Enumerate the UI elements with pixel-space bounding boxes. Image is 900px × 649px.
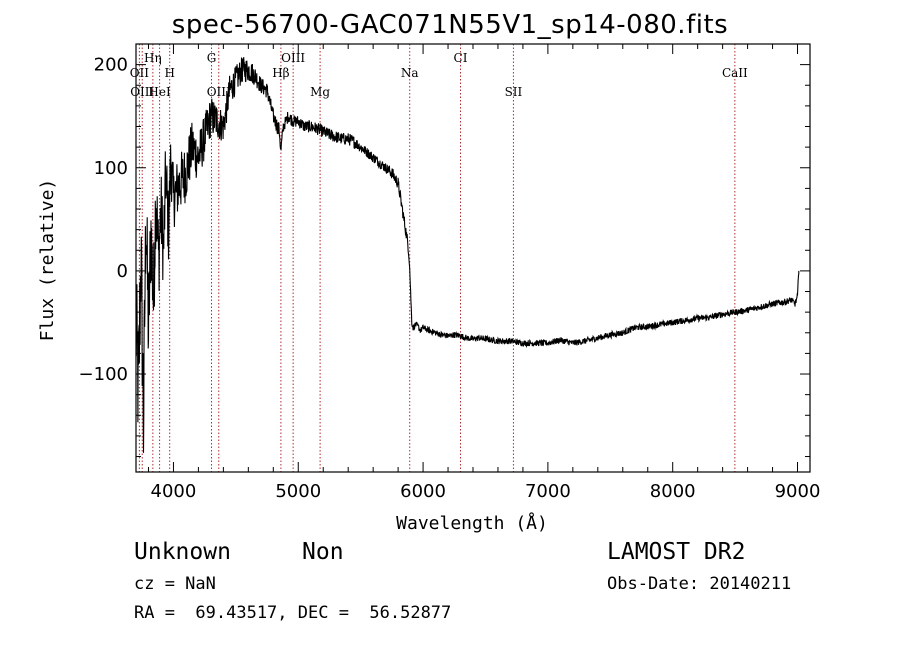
obs-date-text: Obs-Date: 20140211 [607, 574, 792, 594]
spectral-line-label: Hη [144, 51, 162, 65]
spectral-line-label: Mg [310, 85, 330, 99]
y-axis: −100 0 100 200 [79, 43, 810, 458]
y-tick-label: 100 [94, 158, 128, 179]
x-tick-label: 6000 [400, 481, 446, 502]
spectral-line-label: OIII [281, 51, 305, 65]
chart-title: spec-56700-GAC071N55V1_sp14-080.fits [171, 10, 729, 40]
plot-frame [135, 43, 811, 473]
coordinates-text: RA = 69.43517, DEC = 56.52877 [134, 603, 452, 623]
object-subclass: Non [302, 539, 344, 565]
spectral-line-label: CaII [722, 66, 748, 80]
spectral-line-label: SII [505, 85, 523, 99]
spectral-line-label: HeI [148, 85, 171, 99]
spectral-line-label: H [164, 66, 174, 80]
y-tick-label: −100 [79, 364, 128, 385]
spectral-line-label: OII [130, 66, 150, 80]
y-axis-label: Flux (relative) [37, 179, 58, 342]
x-tick-label: 8000 [650, 481, 696, 502]
spectrum-line [135, 57, 800, 453]
spectral-line-markers [138, 44, 736, 472]
spectral-line-label: Hβ [272, 66, 289, 80]
x-tick-label: 7000 [525, 481, 571, 502]
redshift-text: cz = NaN [134, 574, 216, 594]
x-tick-label: 9000 [775, 481, 821, 502]
x-axis: 4000 5000 6000 7000 8000 9000 [147, 44, 821, 502]
spectral-line-label: OIII [207, 85, 231, 99]
y-tick-label: 0 [117, 261, 128, 282]
survey-label: LAMOST DR2 [607, 539, 746, 565]
spectral-line-label: CI [454, 51, 468, 65]
x-axis-label: Wavelength (Å) [396, 512, 548, 534]
y-tick-label: 200 [94, 55, 128, 76]
spectral-line-label: G [207, 51, 217, 65]
object-class: Unknown [134, 539, 231, 565]
spectral-line-label: Na [401, 66, 419, 80]
x-tick-label: 4000 [151, 481, 197, 502]
x-tick-label: 5000 [275, 481, 321, 502]
